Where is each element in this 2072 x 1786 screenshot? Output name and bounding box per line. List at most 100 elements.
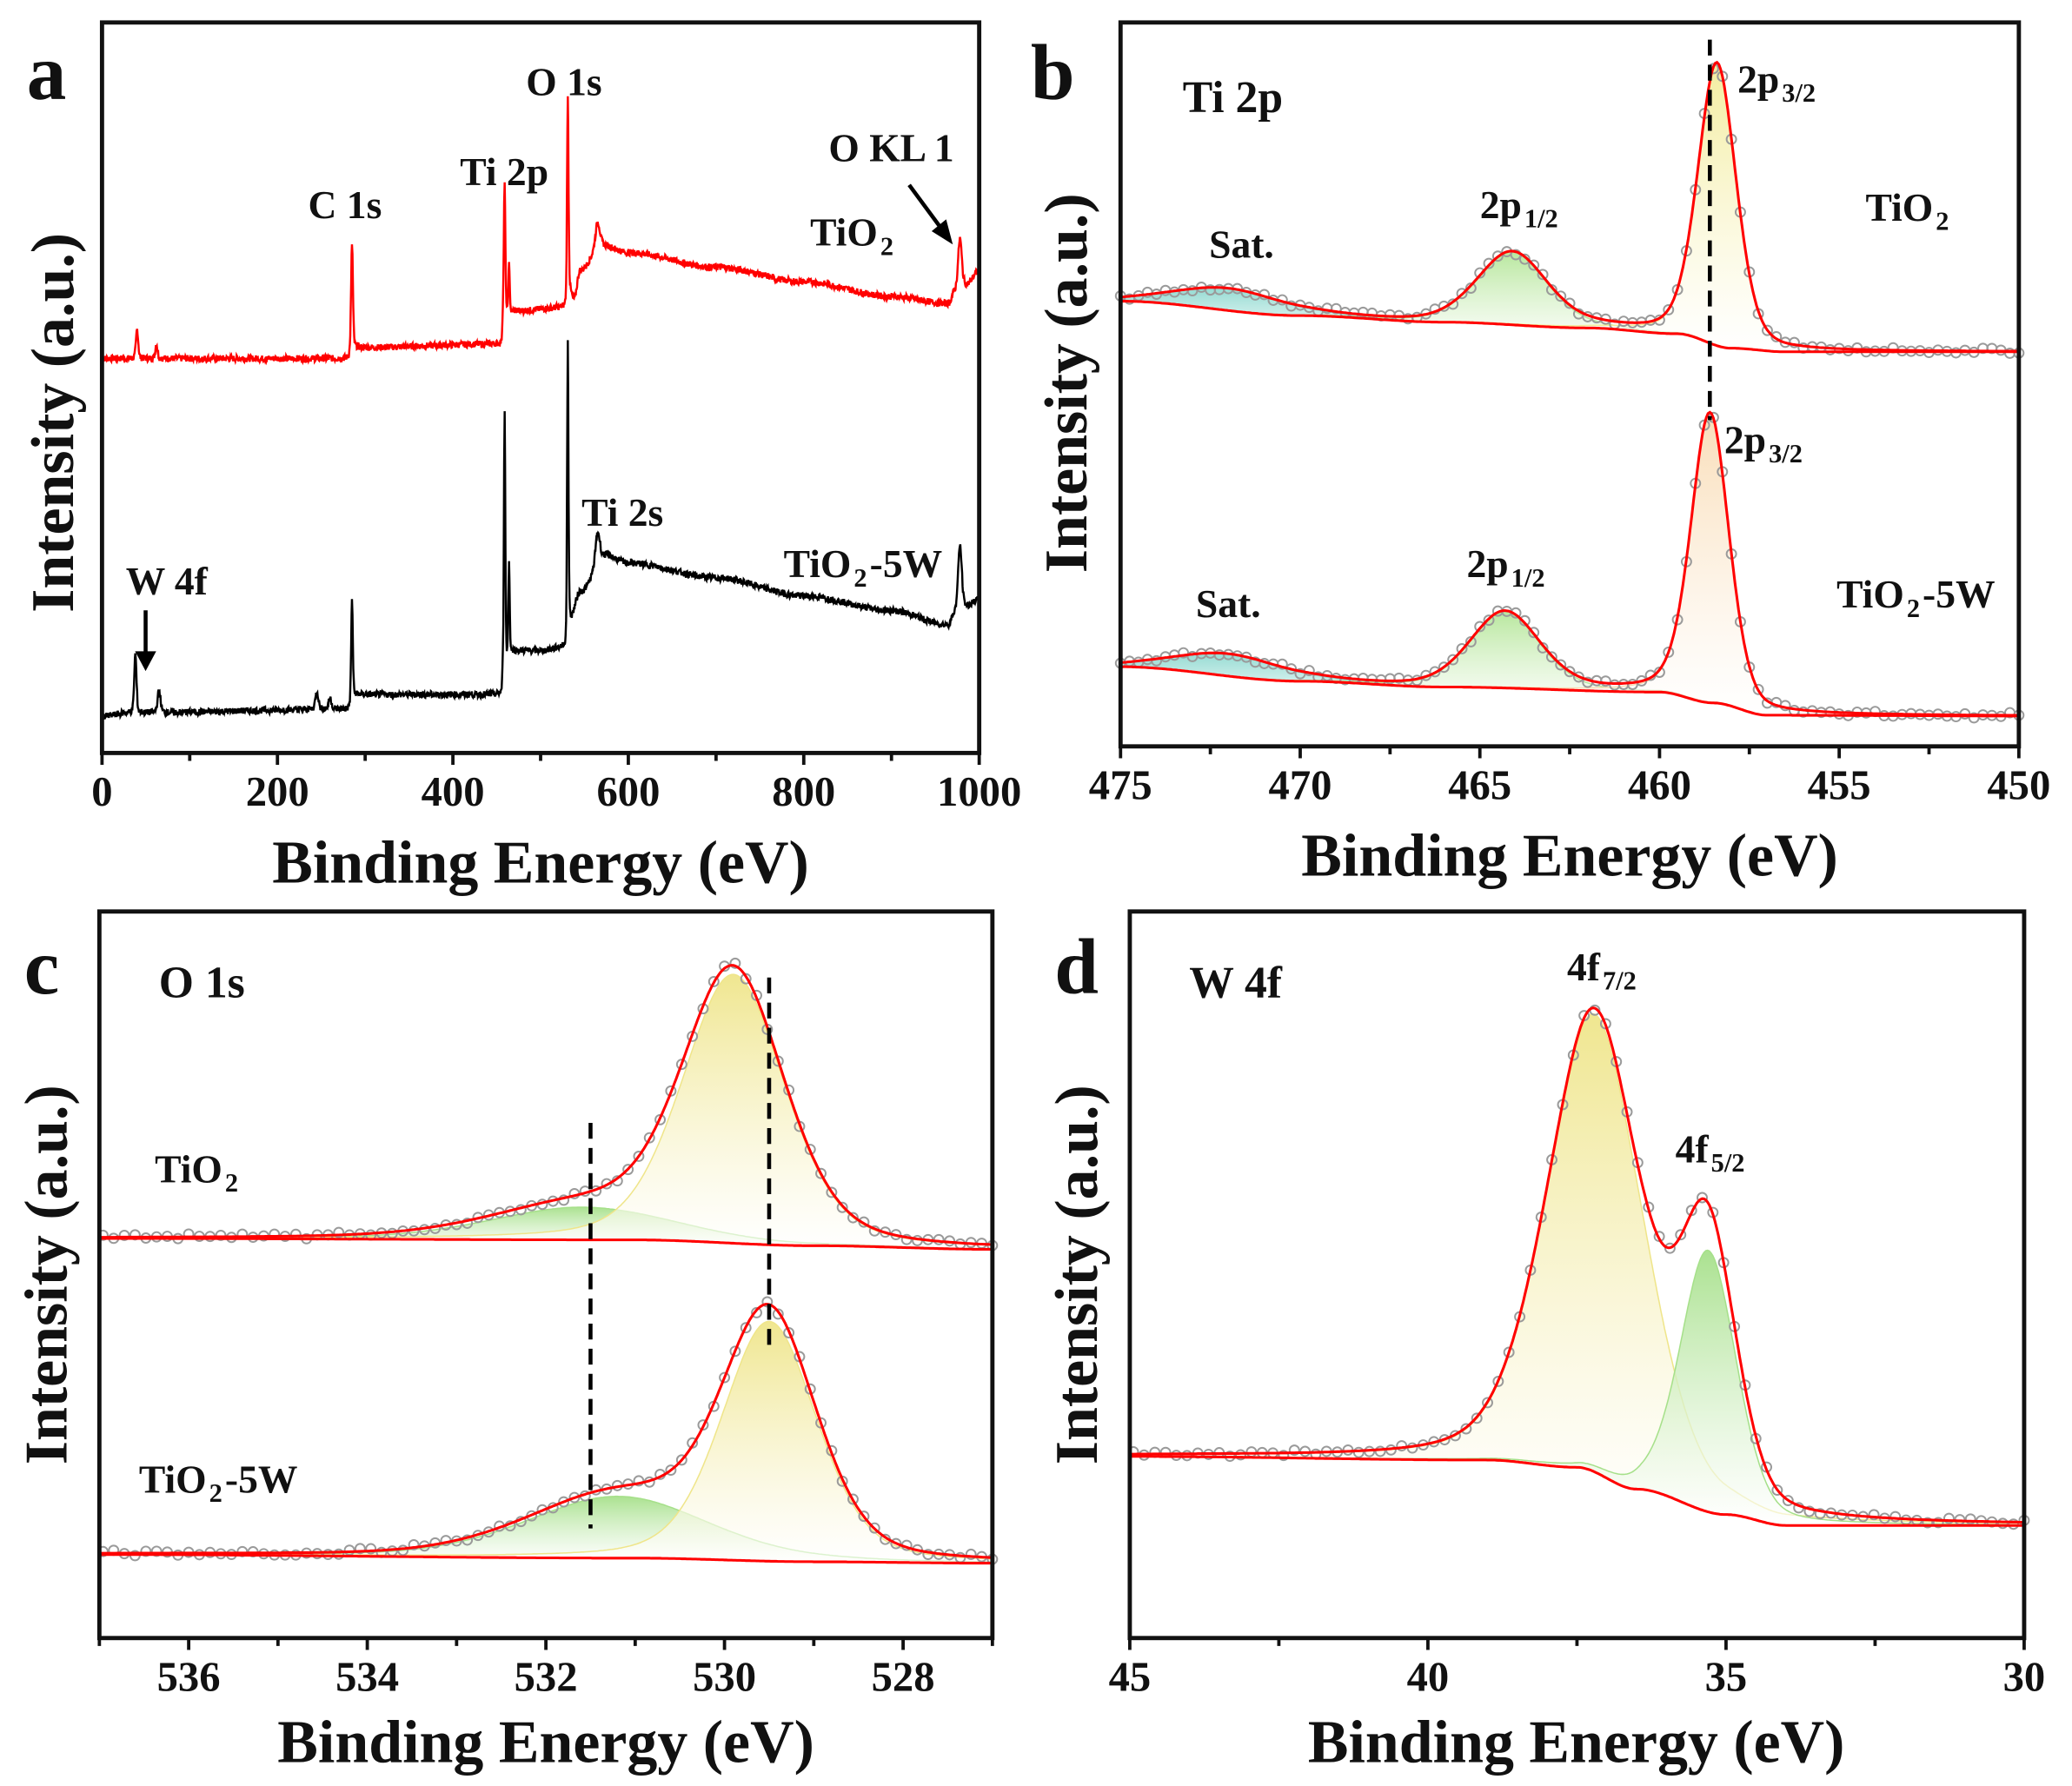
data-point [1518,253,1531,265]
x-tick-label: 40 [1407,1654,1450,1701]
data-point [1555,659,1567,671]
annotation-text: TiO [1836,572,1904,616]
data-point [826,1186,838,1198]
annotation-text: Sat. [1209,222,1274,266]
data-point [1752,683,1764,695]
panel-a-survey: 0 200 400 600 800 1000 a Binding Energy (eV) Int… [20,20,1021,896]
peak-annotation: Ti 2p [1183,73,1283,123]
annotation-suffix: -5W [1923,572,1996,616]
data-point [1528,627,1540,639]
background-line [1120,300,2019,354]
data-point [1447,654,1459,666]
annotation-subscript: 2 [225,1168,238,1198]
x-tick-label: 45 [1109,1654,1152,1701]
data-point [322,1549,334,1561]
series-tio2-5w [96,1296,999,1565]
data-point [1528,259,1540,271]
data-point [1771,1484,1783,1496]
peak-annotation: TiO 2 -5W [784,541,943,593]
data-point [1537,269,1549,281]
data-point [1663,303,1675,315]
data-point [1288,1444,1300,1457]
x-tick-label: 536 [157,1654,221,1701]
data-point [1474,267,1486,279]
data-point [1491,250,1504,262]
annotation-suffix: -5W [870,541,943,586]
data-point [1492,1375,1504,1387]
data-point [665,1464,677,1477]
arrow-head-icon [931,219,953,245]
data-point [1518,614,1531,627]
data-point [1503,1346,1515,1358]
annotation-subscript: 5/2 [1711,1148,1745,1178]
x-tick-label: 532 [515,1654,578,1701]
x-tick-label: 400 [422,768,485,815]
data-point [1977,342,1989,355]
data-point [333,1226,345,1238]
annotation-text: TiO [810,210,878,255]
panel-letter: d [1054,923,1099,1011]
x-tick-label: 35 [1705,1654,1748,1701]
series-tio2 [101,96,980,366]
y-axis-title: Intensity (a.u.) [20,233,87,613]
data-point [408,1538,420,1550]
annotation-text: 2p [1737,56,1779,101]
annotation-text: W 4f [1189,959,1282,1008]
panel-letter: b [1031,29,1075,116]
data-point [858,1510,870,1523]
peak-annotation: 2p 3/2 [1724,417,1803,468]
x-tick-label: 455 [1808,762,1871,809]
peak-annotation: Sat. [1209,222,1274,266]
panel-c-o1s: 536 534 532 530 528 c Binding Energy (eV) Inten… [13,909,999,1776]
data-point [1996,1517,2009,1530]
annotation-subscript: 3/2 [1782,78,1816,108]
data-point [1868,1509,1880,1521]
data-point [1814,1508,1826,1520]
data-point [900,1233,913,1245]
peak-annotation: O 1s [526,59,601,103]
annotation-text: Ti 2s [581,490,663,534]
data-point [1464,635,1477,647]
annotation-text: TiO [155,1146,222,1191]
background-line [99,1237,993,1252]
data-point [751,1306,762,1318]
x-tick-label: 528 [872,1654,935,1701]
data-point [1537,641,1549,654]
peak-annotation: TiO 2 [1866,185,1949,236]
annotation-text: O 1s [159,959,245,1008]
data-point [815,1417,827,1429]
data-point [847,1212,859,1224]
data-point [365,1543,377,1555]
data-point [1609,679,1621,691]
x-axis-title: Binding Energy (eV) [272,829,809,896]
x-tick-label: 600 [596,768,660,815]
x-tick-label: 0 [91,768,112,815]
fit-envelope-line [1129,1006,2024,1524]
series-tio2-5w [101,340,980,720]
data-point [1922,1517,1934,1529]
background-line [1129,1455,2024,1527]
x-axis-title: Binding Energy (eV) [277,1710,814,1776]
peak-annotation: Sat. [1196,581,1261,626]
x-axis-title: Binding Energy (eV) [1301,823,1838,890]
data-point [1374,1445,1386,1457]
data-point [1483,614,1495,627]
annotation-subscript: 7/2 [1603,966,1637,995]
data-point [1942,1512,1955,1524]
annotation-subscript: 2 [880,231,893,261]
peak-annotation: 2p 1/2 [1467,541,1545,593]
data-point [847,1493,859,1505]
annotation-suffix: -5W [225,1457,298,1502]
data-point [1697,1192,1708,1204]
annotation-text: 4f [1567,945,1601,989]
data-point [1249,656,1261,668]
data-point [729,1345,741,1358]
data-point [150,1545,163,1557]
spectrum-line [101,96,980,366]
annotation-text: O 1s [526,59,601,103]
annotation-text: W 4f [126,559,209,603]
data-point [772,1308,784,1320]
x-tick-label: 800 [772,768,835,815]
peak-annotation: TiO 2 [810,210,893,262]
